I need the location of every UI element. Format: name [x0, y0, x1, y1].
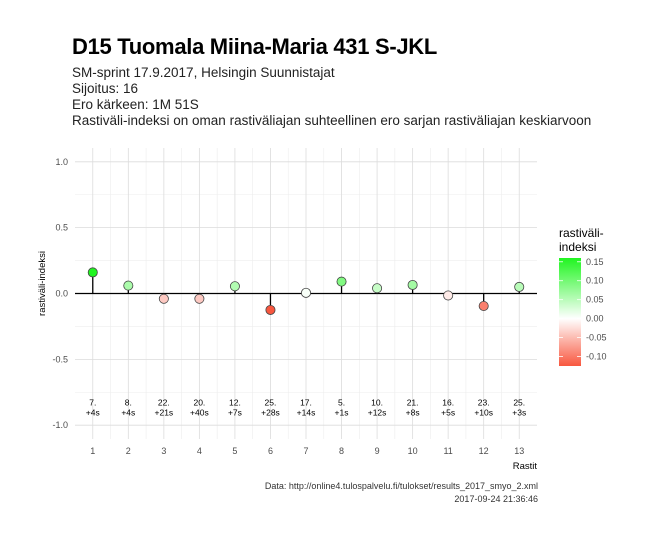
x-tick-label: 7: [303, 446, 308, 456]
y-tick-label: -1.0: [52, 420, 68, 430]
data-point: [194, 293, 205, 304]
data-point: [336, 276, 347, 287]
legend-colorbar: [559, 258, 581, 366]
point-rank-label: 20.: [193, 397, 205, 407]
point-diff-label: +1s: [335, 407, 349, 417]
legend-tick-label: -0.10: [586, 352, 607, 362]
point-diff-label: +12s: [368, 407, 387, 417]
point-rank-label: 17.: [300, 397, 312, 407]
point-diff-label: +28s: [261, 407, 280, 417]
legend-tick-label: -0.05: [586, 333, 607, 343]
y-tick-label: 0.5: [55, 223, 68, 233]
x-tick-label: 9: [375, 446, 380, 456]
point-diff-label: +4s: [121, 407, 135, 417]
legend-tick-label: 0.15: [586, 257, 604, 267]
point-rank-label: 5.: [338, 397, 345, 407]
point-rank-label: 21.: [407, 397, 419, 407]
point-diff-label: +5s: [441, 407, 455, 417]
point-diff-label: +14s: [297, 407, 316, 417]
data-point: [158, 293, 169, 304]
data-point: [443, 290, 454, 301]
data-point: [123, 280, 134, 291]
point-diff-label: +21s: [155, 407, 174, 417]
subtitle-description: Rastiväli-indeksi on oman rastiväliajan …: [72, 113, 592, 128]
y-tick-label: 0.0: [55, 289, 68, 299]
point-rank-label: 25.: [513, 397, 525, 407]
point-diff-label: +8s: [406, 407, 420, 417]
point-diff-label: +3s: [512, 407, 526, 417]
chart-title: D15 Tuomala Miina-Maria 431 S-JKL: [72, 34, 438, 59]
point-rank-label: 22.: [158, 397, 170, 407]
data-point: [265, 304, 276, 315]
x-tick-label: 1: [90, 446, 95, 456]
point-rank-label: 12.: [229, 397, 241, 407]
data-source-caption: Data: http://online4.tulospalvelu.fi/tul…: [264, 481, 538, 491]
x-tick-label: 8: [339, 446, 344, 456]
data-point: [372, 283, 383, 294]
x-tick-label: 3: [161, 446, 166, 456]
point-rank-label: 23.: [478, 397, 490, 407]
data-point: [407, 279, 418, 290]
data-point: [478, 301, 489, 312]
point-diff-label: +40s: [190, 407, 209, 417]
point-diff-label: +4s: [86, 407, 100, 417]
x-tick-label: 10: [408, 446, 418, 456]
y-axis-title: rastiväli-indeksi: [37, 251, 48, 316]
x-axis-title: Rastit: [513, 461, 538, 472]
subtitle-gap: Ero kärkeen: 1M 51S: [72, 97, 199, 112]
subtitle-event: SM-sprint 17.9.2017, Helsingin Suunnista…: [72, 65, 335, 80]
data-point: [87, 267, 98, 278]
legend-title: rastiväli-: [559, 226, 604, 240]
x-tick-label: 6: [268, 446, 273, 456]
point-rank-label: 16.: [442, 397, 454, 407]
x-tick-label: 4: [197, 446, 202, 456]
y-tick-label: 1.0: [55, 157, 68, 167]
legend-tick-label: 0.10: [586, 276, 604, 286]
timestamp-caption: 2017-09-24 21:36:46: [454, 494, 538, 504]
point-diff-label: +10s: [474, 407, 493, 417]
point-rank-label: 10.: [371, 397, 383, 407]
x-tick-label: 2: [126, 446, 131, 456]
subtitle-rank: Sijoitus: 16: [72, 81, 139, 96]
x-tick-label: 11: [443, 446, 452, 456]
x-tick-label: 12: [479, 446, 489, 456]
data-point: [229, 281, 240, 292]
legend-tick-label: 0.05: [586, 295, 604, 305]
x-tick-label: 13: [514, 446, 524, 456]
legend-tick-label: 0.00: [586, 314, 604, 324]
data-point: [514, 281, 525, 292]
point-rank-label: 8.: [125, 397, 132, 407]
data-point: [300, 287, 311, 298]
x-tick-label: 5: [232, 446, 237, 456]
point-rank-label: 25.: [265, 397, 277, 407]
point-rank-label: 7.: [89, 397, 96, 407]
legend-title: indeksi: [559, 240, 596, 254]
point-diff-label: +7s: [228, 407, 242, 417]
y-tick-label: -0.5: [52, 354, 68, 364]
